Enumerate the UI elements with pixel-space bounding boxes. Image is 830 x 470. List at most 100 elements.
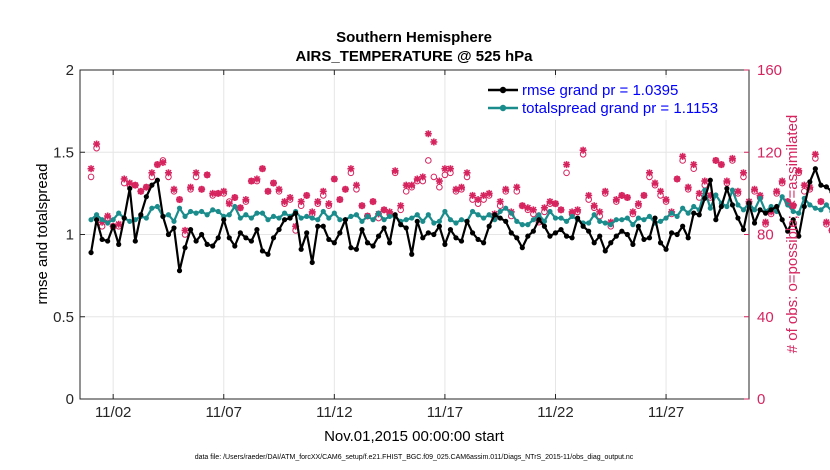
- obs-assimilated-point: [524, 204, 532, 212]
- obs-assimilated-point: [297, 198, 305, 206]
- rmse-point: [635, 223, 642, 229]
- lines-layer: [88, 166, 830, 274]
- rmse-point: [420, 235, 426, 241]
- totalspread-point: [547, 208, 553, 215]
- obs-assimilated-point: [336, 196, 344, 204]
- totalspread-point: [563, 218, 570, 224]
- totalspread-point: [232, 203, 238, 210]
- asterisk-stroke: [154, 161, 161, 168]
- obs-assimilated-point: [618, 191, 626, 199]
- asterisk-stroke: [386, 208, 393, 216]
- rmse-point: [486, 223, 492, 229]
- totalspread-point: [779, 194, 785, 200]
- totalspread-point: [149, 205, 155, 211]
- asterisk-stroke: [237, 204, 244, 211]
- asterisk-stroke: [568, 208, 576, 216]
- asterisk-stroke: [275, 186, 283, 193]
- obs-assimilated-point: [563, 161, 571, 169]
- totalspread-point: [613, 217, 619, 223]
- rmse-point: [364, 240, 371, 246]
- asterisk-stroke: [331, 175, 338, 183]
- totalspread-point: [187, 208, 194, 215]
- y-axis-label-right: # of obs: o=possible; ∗=assimilated: [784, 115, 801, 354]
- rmse-point: [691, 210, 697, 216]
- x-axis-label: Nov.01,2015 00:00:00 start: [324, 428, 505, 445]
- asterisk-stroke: [447, 165, 454, 172]
- asterisk-stroke: [557, 206, 565, 213]
- totalspread-point: [182, 213, 188, 220]
- totalspread-point: [790, 208, 796, 215]
- asterisk-stroke: [701, 177, 708, 185]
- asterisk-stroke: [679, 153, 686, 160]
- totalspread-point: [458, 217, 465, 223]
- obs-assimilated-point: [717, 161, 725, 169]
- obs-assimilated-point: [358, 202, 366, 210]
- obs-assimilated-point: [734, 187, 742, 195]
- rmse-point: [243, 235, 249, 241]
- rmse-point: [381, 225, 387, 231]
- obs-assimilated-point: [657, 187, 665, 195]
- asterisk-stroke: [790, 202, 797, 209]
- rmse-point: [580, 223, 586, 229]
- totalspread-point: [586, 220, 592, 226]
- rmse-point: [641, 236, 647, 243]
- asterisk-stroke: [563, 161, 570, 168]
- totalspread-point: [486, 212, 492, 218]
- obs-assimilated-point: [214, 189, 222, 197]
- totalspread-point: [602, 220, 608, 226]
- rmse-point: [707, 177, 713, 183]
- asterisk-stroke: [209, 190, 216, 197]
- totalspread-point: [646, 213, 653, 220]
- asterisk-stroke: [651, 179, 659, 187]
- totalspread-point: [514, 218, 520, 224]
- asterisk-stroke: [662, 196, 670, 203]
- asterisk-stroke: [441, 165, 449, 172]
- x-tick-label: 11/12: [316, 404, 352, 421]
- totalspread-point: [497, 208, 503, 215]
- asterisk-stroke: [596, 208, 603, 216]
- rmse-point: [259, 248, 266, 254]
- asterisk-stroke: [281, 198, 288, 205]
- asterisk-stroke: [342, 186, 349, 193]
- rmse-point: [204, 241, 210, 247]
- asterisk-stroke: [657, 188, 664, 195]
- totalspread-point: [309, 215, 315, 221]
- y-right-tick-label: 0: [757, 391, 765, 408]
- obs-assimilated-point: [220, 187, 228, 195]
- rmse-point: [409, 251, 415, 257]
- obs-assimilated-point: [739, 169, 747, 177]
- rmse-point: [768, 207, 774, 213]
- rmse-point: [586, 228, 592, 234]
- asterisk-stroke: [170, 186, 178, 193]
- obs-assimilated-point: [236, 204, 244, 212]
- totalspread-point: [757, 195, 763, 201]
- rmse-point: [751, 220, 758, 226]
- totalspread-point: [165, 212, 172, 218]
- y-right-tick-label: 120: [757, 144, 782, 161]
- totalspread-point: [215, 208, 221, 215]
- asterisk-stroke: [480, 192, 487, 199]
- rmse-point: [392, 212, 398, 218]
- rmse-point: [492, 212, 498, 218]
- rmse-point: [215, 235, 221, 241]
- rmse-point: [762, 210, 769, 216]
- obs-possible-point: [425, 157, 432, 164]
- x-tick-label: 11/07: [206, 404, 242, 421]
- asterisk-stroke: [430, 138, 438, 146]
- rmse-point: [320, 223, 326, 229]
- obs-assimilated-point: [773, 187, 781, 195]
- asterisk-stroke: [474, 196, 482, 203]
- totalspread-point: [127, 218, 133, 224]
- asterisk-stroke: [192, 169, 200, 176]
- asterisk-stroke: [132, 181, 139, 189]
- rmse-point: [558, 226, 564, 233]
- asterisk-stroke: [723, 177, 731, 185]
- y-tick-label: 2: [66, 62, 74, 79]
- obs-assimilated-point: [662, 196, 670, 204]
- totalspread-point: [597, 218, 603, 224]
- asterisk-stroke: [309, 208, 316, 216]
- asterisk-stroke: [419, 173, 426, 181]
- asterisk-stroke: [546, 198, 554, 205]
- asterisk-stroke: [181, 227, 189, 234]
